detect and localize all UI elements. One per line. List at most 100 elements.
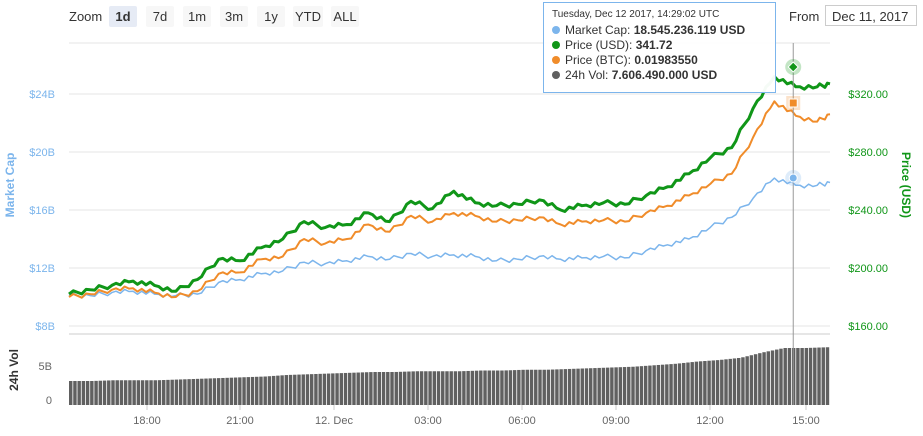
market-cap-tick: $24B [29, 89, 55, 101]
volume-bar [390, 372, 394, 405]
volume-bar [428, 371, 432, 405]
volume-bar [572, 368, 576, 405]
volume-bar [178, 379, 183, 405]
price-usd-tick: $280.00 [848, 147, 888, 159]
volume-bar [496, 370, 500, 405]
x-tick-label: 03:00 [414, 415, 442, 427]
tooltip-label: Price (USD): [565, 38, 633, 52]
volume-bar [483, 370, 487, 405]
volume-bar [741, 357, 745, 405]
volume-bar [132, 380, 136, 405]
btc-series-line [68, 100, 831, 299]
volume-bar [605, 367, 610, 405]
mcap-series-line [68, 177, 831, 299]
x-tick-label: 12. Dec [315, 415, 353, 427]
volume-bar [419, 371, 424, 405]
tooltip-value: 0.01983550 [634, 53, 698, 67]
volume-bar [98, 380, 103, 405]
volume-bar [183, 379, 187, 405]
volume-bar [500, 370, 504, 405]
volume-bar [563, 369, 568, 405]
volume-bar [538, 369, 542, 405]
volume-bar [191, 378, 196, 405]
volume-bar [263, 376, 267, 405]
volume-bar [770, 350, 775, 405]
volume-bar [284, 375, 289, 405]
volume-bar [128, 380, 132, 405]
volume-bar [457, 371, 462, 405]
volume-bar [796, 348, 800, 405]
volume-bar [107, 380, 111, 405]
volume-bar [550, 369, 555, 405]
tooltip-row-market-cap: Market Cap: 18.545.236.119 USD [552, 23, 767, 38]
volume-bar [517, 369, 521, 405]
price-usd-dot-icon [552, 41, 560, 49]
volume-bar [166, 379, 170, 405]
volume-bar [449, 371, 453, 405]
zoom-all-button[interactable]: ALL [331, 6, 359, 27]
volume-bar [356, 372, 360, 405]
volume-bar [364, 372, 369, 405]
volume-bar [149, 380, 153, 405]
volume-bar [81, 381, 86, 405]
zoom-ytd-button[interactable]: YTD [293, 6, 323, 27]
volume-bar [762, 352, 766, 405]
volume-bar [305, 374, 310, 405]
volume-bar [339, 373, 344, 405]
tooltip-row-price-usd: Price (USD): 341.72 [552, 38, 767, 53]
volume-bar [221, 377, 225, 405]
volume-bar [250, 376, 255, 405]
volume-bar [441, 371, 445, 405]
price-usd-tick: $160.00 [848, 321, 888, 333]
volume-tick-5b: 5B [39, 361, 52, 373]
volume-bar [381, 372, 386, 405]
volume-bar [432, 371, 437, 405]
volume-bar [453, 371, 458, 405]
volume-bar [474, 370, 479, 405]
volume-bar [326, 373, 331, 405]
volume-bar [724, 359, 728, 405]
market-cap-tick: $8B [35, 321, 55, 333]
volume-bar [534, 369, 538, 405]
volume-bar [656, 364, 661, 405]
volume-bar [487, 370, 491, 405]
volume-bar [373, 372, 377, 405]
volume-bar [94, 380, 98, 405]
volume-bar [728, 358, 732, 405]
volume-bar [386, 372, 390, 405]
volume-bar [233, 377, 238, 405]
volume-bar [555, 369, 559, 405]
volume-bar [331, 373, 335, 405]
volume-bar [85, 381, 90, 405]
volume-bar [813, 347, 817, 405]
zoom-1m-button[interactable]: 1m [183, 6, 211, 27]
tooltip-row-price-btc: Price (BTC): 0.01983550 [552, 53, 767, 68]
volume-bar [462, 371, 466, 405]
volume-bar [529, 369, 534, 405]
volume-bar [293, 374, 297, 405]
price-usd-tick: $240.00 [848, 205, 888, 217]
volume-bar [314, 373, 318, 405]
tooltip-value: 341.72 [635, 38, 673, 52]
volume-axis-title: 24h Vol [7, 349, 21, 391]
volume-dot-icon [552, 71, 560, 79]
zoom-1d-button[interactable]: 1d [109, 6, 137, 27]
from-date-input[interactable]: Dec 11, 2017 [825, 5, 917, 26]
volume-bar [504, 370, 508, 405]
volume-bar [732, 358, 737, 405]
volume-bar [276, 375, 280, 405]
volume-bar [136, 380, 141, 405]
zoom-3m-button[interactable]: 3m [220, 6, 248, 27]
volume-bar [745, 356, 749, 405]
volume-bar [508, 370, 513, 405]
zoom-1y-button[interactable]: 1y [257, 6, 285, 27]
zoom-7d-button[interactable]: 7d [146, 6, 174, 27]
volume-bar [635, 366, 639, 405]
volume-bar [669, 364, 673, 405]
volume-bar [593, 368, 597, 405]
volume-bar [694, 361, 699, 405]
price-usd-axis-title: Price (USD) [899, 152, 913, 218]
volume-bar [204, 378, 208, 405]
volume-bar [115, 380, 119, 405]
